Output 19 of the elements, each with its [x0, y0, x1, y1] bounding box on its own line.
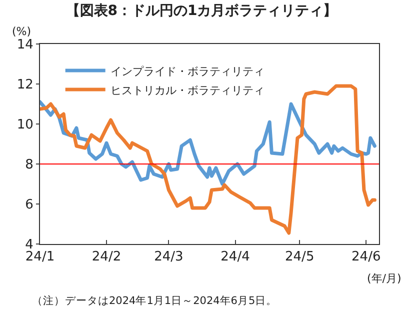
chart-title: 【図表8：ドル円の1カ月ボラティリティ】: [66, 2, 338, 19]
y-tick-label: 8: [25, 158, 34, 173]
x-tick-label: 24/5: [285, 250, 314, 265]
y-axis-title: (%): [12, 25, 32, 38]
y-tick-label: 10: [16, 118, 34, 133]
legend-label: インプライド・ボラティリティ: [110, 64, 264, 78]
y-tick-label: 12: [16, 78, 34, 93]
x-tick-label: 24/6: [352, 250, 381, 265]
line-series: [40, 100, 376, 186]
x-tick-label: 24/2: [92, 250, 122, 265]
x-axis-title: (年/月): [367, 272, 402, 285]
line-series: [40, 84, 376, 235]
y-tick-label: 6: [25, 198, 34, 213]
legend-label: ヒストリカル・ボラティリティ: [110, 84, 264, 97]
y-tick-label: 14: [16, 38, 34, 53]
x-tick-label: 24/4: [220, 250, 250, 265]
x-tick-label: 24/1: [25, 250, 55, 265]
x-tick-label: 24/3: [154, 250, 184, 265]
text: （注）データは2024年1月1日～2024年6月5日。: [32, 294, 278, 307]
